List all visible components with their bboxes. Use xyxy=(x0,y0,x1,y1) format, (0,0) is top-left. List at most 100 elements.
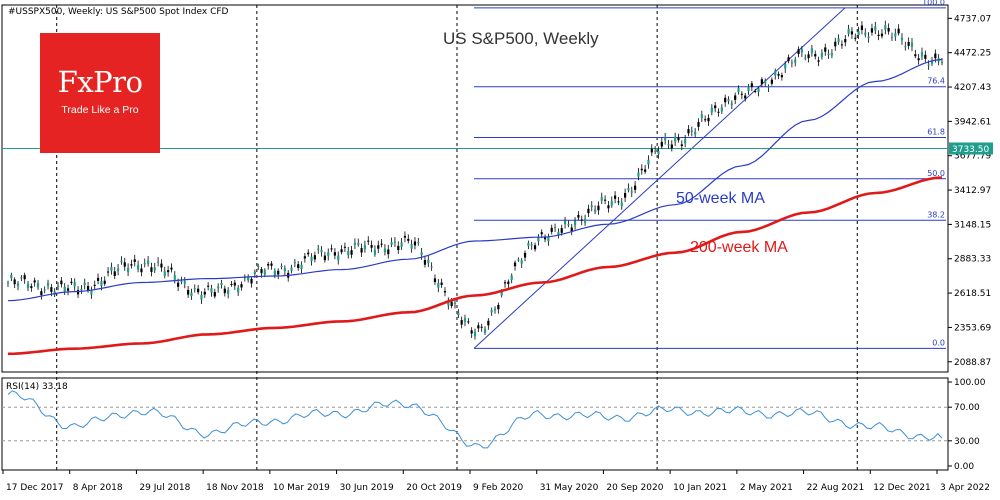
price-candle xyxy=(303,256,306,259)
y-tick-label: 2353.69 xyxy=(954,323,991,333)
price-candle xyxy=(827,53,830,55)
price-candle xyxy=(767,86,770,88)
price-candle xyxy=(177,282,180,287)
price-candle xyxy=(854,37,857,39)
price-candle xyxy=(183,281,186,284)
price-candle xyxy=(563,220,567,224)
price-candle xyxy=(313,255,316,260)
fib-level-label: 100.0 xyxy=(922,0,945,7)
price-candle xyxy=(30,286,33,288)
price-candle xyxy=(60,280,63,285)
ma200-annotation: 200-week MA xyxy=(690,239,788,256)
price-candle xyxy=(790,62,793,64)
price-candle xyxy=(197,288,200,293)
x-tick-label: 22 Aug 2021 xyxy=(807,483,865,493)
price-candle xyxy=(270,263,273,266)
price-candle xyxy=(417,242,420,244)
price-candle xyxy=(747,86,750,92)
price-candle xyxy=(363,245,367,250)
price-candle xyxy=(754,90,757,92)
price-candle xyxy=(433,278,437,283)
price-candle xyxy=(520,260,523,264)
price-candle xyxy=(517,259,520,261)
price-candle xyxy=(914,54,917,57)
x-tick-label: 3 Apr 2022 xyxy=(940,483,990,493)
price-candle xyxy=(437,283,440,288)
price-candle xyxy=(907,41,910,46)
price-candle xyxy=(447,301,450,306)
y-tick-label: 3148.15 xyxy=(954,220,991,230)
price-candle xyxy=(93,284,96,286)
ma50-line xyxy=(7,58,943,302)
price-candle xyxy=(580,219,583,221)
price-candle xyxy=(403,235,407,238)
x-tick-label: 2 May 2021 xyxy=(740,483,793,493)
price-candle xyxy=(510,275,513,281)
price-candle xyxy=(453,302,457,305)
rsi-tick-label: 70.00 xyxy=(954,403,980,413)
price-candle xyxy=(307,252,310,255)
price-candle xyxy=(23,275,26,280)
rsi-line xyxy=(7,390,943,449)
price-candle xyxy=(884,25,887,30)
price-candle xyxy=(744,95,747,99)
price-candle xyxy=(880,33,884,37)
price-candle xyxy=(36,282,40,288)
price-candle xyxy=(694,132,697,135)
price-candle xyxy=(600,196,603,201)
price-candle xyxy=(293,262,296,264)
current-price-label: 3733.50 xyxy=(952,145,989,155)
logo-brand: FxPro xyxy=(57,65,143,99)
price-candle xyxy=(543,237,547,240)
price-candle xyxy=(634,185,637,190)
price-candle xyxy=(427,259,430,264)
price-candle xyxy=(674,137,677,142)
price-candle xyxy=(590,205,593,208)
price-candle xyxy=(660,141,663,147)
logo-tagline: Trade Like a Pro xyxy=(61,104,139,116)
price-candle xyxy=(110,267,113,271)
price-candle xyxy=(327,252,330,256)
price-candle xyxy=(857,31,860,35)
x-tick-label: 12 Dec 2021 xyxy=(873,483,931,493)
price-candle xyxy=(337,255,340,261)
price-candle xyxy=(357,242,360,245)
price-candle xyxy=(106,271,110,273)
price-candle xyxy=(103,280,106,284)
price-candle xyxy=(777,73,780,76)
price-candle xyxy=(557,231,560,235)
price-candle xyxy=(830,53,834,56)
price-candle xyxy=(750,83,753,87)
price-candle xyxy=(814,54,817,57)
price-candle xyxy=(73,282,76,287)
y-tick-label: 4207.43 xyxy=(954,83,991,93)
y-tick-label: 3677.79 xyxy=(954,152,991,162)
price-candle xyxy=(430,266,433,268)
fib-level-label: 50.0 xyxy=(927,169,945,178)
price-candle xyxy=(467,321,470,323)
price-candle xyxy=(350,250,353,255)
price-candle xyxy=(737,88,740,93)
price-candle xyxy=(43,289,46,291)
x-tick-label: 20 Oct 2019 xyxy=(406,483,462,493)
price-candle xyxy=(934,53,937,59)
price-candle xyxy=(810,48,814,53)
price-candle xyxy=(440,282,443,285)
price-candle xyxy=(704,119,707,121)
price-candle xyxy=(413,241,417,246)
main-plot-frame xyxy=(1,4,949,373)
price-candle xyxy=(450,301,453,306)
price-candle xyxy=(290,267,293,271)
price-candle xyxy=(530,244,533,246)
price-candle xyxy=(13,279,16,285)
price-candle xyxy=(894,33,897,37)
price-candle xyxy=(70,281,73,284)
price-candle xyxy=(627,187,630,191)
price-candle xyxy=(657,150,660,155)
price-candle xyxy=(770,79,773,84)
price-candle xyxy=(527,243,530,246)
price-candle xyxy=(297,264,300,268)
price-candle xyxy=(66,288,70,291)
price-candle xyxy=(714,105,717,109)
price-candle xyxy=(320,249,323,253)
